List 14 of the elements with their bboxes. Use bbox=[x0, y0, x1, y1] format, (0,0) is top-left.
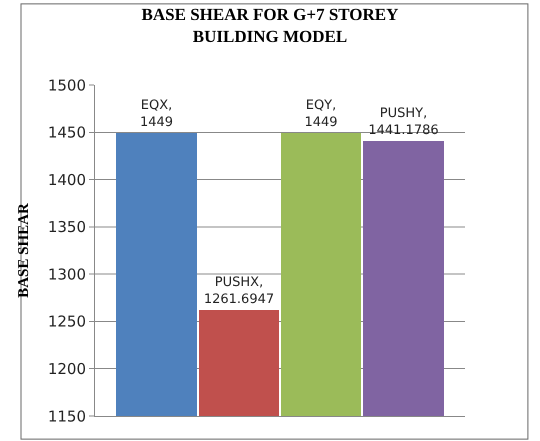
y-tick-label: 1350 bbox=[48, 218, 86, 236]
data-label: EQX, 1449 bbox=[140, 98, 174, 130]
y-tick-label: 1250 bbox=[48, 312, 86, 331]
data-label: PUSHX, 1261.6947 bbox=[204, 275, 274, 307]
y-tick-label: 1400 bbox=[48, 170, 86, 189]
y-tick-label: 1200 bbox=[48, 360, 86, 378]
chart-title: BASE SHEAR FOR G+7 STOREY BUILDING MODEL bbox=[142, 4, 398, 46]
y-tick-label: 1150 bbox=[48, 407, 86, 426]
y-tick-label: 1500 bbox=[48, 76, 86, 94]
y-axis-title: BASE SHEAR bbox=[16, 203, 32, 298]
data-label: PUSHY, 1441.1786 bbox=[368, 106, 439, 138]
data-label: EQY, 1449 bbox=[304, 98, 338, 130]
y-tick-label: 1300 bbox=[48, 265, 86, 284]
y-tick-label: 1450 bbox=[48, 124, 86, 142]
